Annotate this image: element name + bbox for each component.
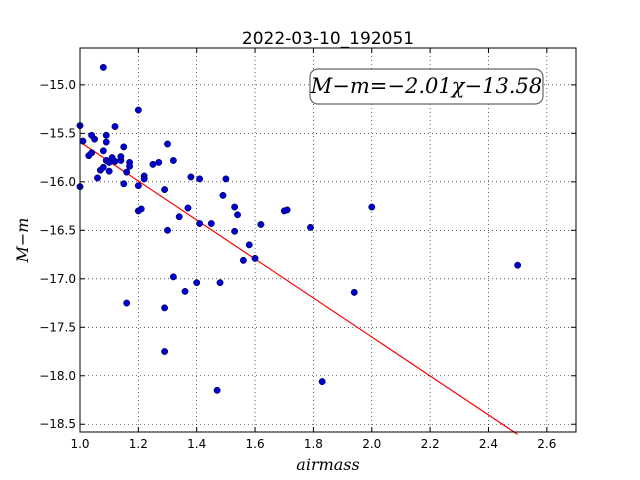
- data-point: [164, 140, 171, 148]
- data-point: [164, 226, 171, 234]
- data-point: [318, 378, 326, 386]
- data-point: [514, 261, 522, 269]
- data-point: [184, 204, 192, 212]
- y-axis-ticks: −15.0 −15.5 −16.0 −16.5 −17.0 −17.5 −18.0 −18.5: [39, 78, 576, 431]
- x-tick-label: 2.2: [421, 437, 440, 451]
- data-point: [120, 143, 128, 151]
- x-tick-label: 1.6: [246, 437, 265, 451]
- data-point: [283, 206, 291, 214]
- data-point: [216, 279, 224, 287]
- data-point: [257, 221, 265, 228]
- data-point: [111, 123, 119, 130]
- grid-lines: [79, 48, 576, 432]
- x-tick-label: 2.6: [537, 437, 556, 451]
- data-point: [307, 223, 314, 231]
- x-tick-label: 1.2: [129, 437, 148, 451]
- y-tick-label: −18.0: [39, 369, 76, 383]
- x-tick-label: 1.8: [304, 437, 323, 451]
- data-point: [134, 106, 142, 114]
- equation-frame: [309, 68, 544, 105]
- data-point: [222, 175, 230, 183]
- data-point: [91, 135, 99, 143]
- data-point: [368, 203, 376, 211]
- y-tick-label: −15.5: [39, 126, 76, 140]
- data-point: [123, 168, 131, 176]
- data-point: [79, 137, 87, 145]
- data-point: [117, 153, 125, 161]
- y-tick-label: −17.5: [39, 320, 76, 334]
- chart-title: 2022-03-10_192051: [242, 29, 414, 49]
- data-point: [175, 213, 183, 221]
- y-tick-label: −18.5: [39, 417, 76, 431]
- y-tick-label: −16.5: [39, 223, 76, 237]
- data-point: [105, 167, 113, 175]
- data-points: [76, 63, 522, 394]
- fit-equation-box: M−m=−2.01χ−13.58: [309, 68, 544, 105]
- data-point: [94, 174, 101, 182]
- data-point: [196, 175, 204, 183]
- data-point: [140, 175, 148, 183]
- fit-line: [79, 141, 518, 435]
- data-point: [137, 205, 145, 213]
- data-point: [196, 220, 204, 227]
- fit-line-group: [79, 141, 518, 435]
- data-point: [181, 287, 189, 295]
- data-point: [99, 163, 107, 171]
- data-point: [111, 158, 119, 165]
- data-point: [99, 147, 107, 155]
- plot-frame: [79, 47, 577, 433]
- x-axis-label: airmass: [296, 455, 359, 474]
- y-tick-label: −15.0: [39, 78, 76, 92]
- data-point: [102, 131, 110, 139]
- data-point: [155, 158, 163, 166]
- data-point: [219, 191, 227, 199]
- data-point: [231, 203, 239, 211]
- data-point: [102, 138, 110, 146]
- data-point: [161, 348, 169, 355]
- data-point: [239, 256, 247, 264]
- x-tick-label: 2.0: [362, 437, 381, 451]
- fit-equation: M−m=−2.01χ−13.58: [310, 74, 542, 98]
- data-point: [213, 386, 221, 394]
- data-point: [99, 63, 107, 71]
- data-point: [120, 180, 128, 188]
- x-tick-label: 2.4: [479, 437, 498, 451]
- data-point: [149, 160, 157, 168]
- y-tick-label: −17.0: [39, 272, 76, 286]
- data-point: [123, 299, 131, 307]
- data-point: [350, 288, 358, 296]
- x-tick-label: 1.4: [187, 437, 206, 451]
- data-point: [88, 149, 96, 157]
- data-point: [207, 220, 215, 227]
- y-axis-label: M−m: [13, 218, 32, 264]
- data-point: [161, 186, 169, 194]
- data-point: [231, 227, 239, 235]
- data-point: [187, 173, 195, 181]
- data-point: [245, 241, 253, 249]
- data-point: [169, 273, 177, 281]
- x-tick-label: 1.0: [70, 437, 89, 451]
- data-point: [169, 157, 177, 164]
- data-point: [161, 304, 169, 312]
- data-point: [251, 254, 259, 262]
- data-point: [134, 182, 142, 190]
- data-point: [234, 211, 242, 219]
- data-point: [193, 279, 201, 287]
- y-tick-label: −16.0: [39, 175, 76, 189]
- data-point: [126, 162, 134, 170]
